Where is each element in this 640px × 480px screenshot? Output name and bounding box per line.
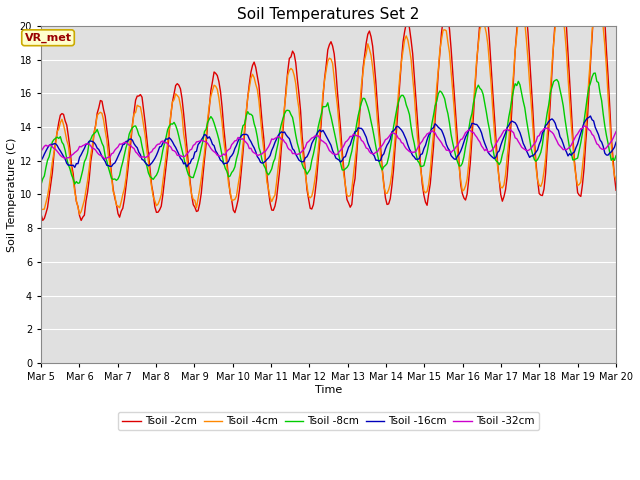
Tsoil -4cm	[239, 142, 247, 148]
Tsoil -8cm	[289, 115, 296, 120]
Tsoil -8cm	[612, 153, 620, 158]
Tsoil -2cm	[291, 51, 298, 57]
Tsoil -2cm	[612, 187, 620, 193]
Tsoil -4cm	[582, 127, 589, 133]
Tsoil -16cm	[291, 147, 298, 153]
Line: Tsoil -32cm: Tsoil -32cm	[41, 126, 616, 159]
Tsoil -16cm	[587, 113, 595, 119]
Y-axis label: Soil Temperature (C): Soil Temperature (C)	[7, 137, 17, 252]
Line: Tsoil -4cm: Tsoil -4cm	[41, 0, 616, 214]
Tsoil -2cm	[109, 187, 117, 192]
Tsoil -32cm	[101, 156, 109, 162]
Tsoil -8cm	[237, 131, 245, 137]
Tsoil -32cm	[109, 150, 117, 156]
Line: Tsoil -16cm: Tsoil -16cm	[41, 116, 616, 168]
Tsoil -32cm	[580, 123, 588, 129]
Tsoil -4cm	[612, 177, 620, 183]
Tsoil -8cm	[580, 118, 588, 124]
Tsoil -2cm	[230, 207, 237, 213]
Tsoil -32cm	[230, 140, 237, 146]
Tsoil -4cm	[211, 83, 218, 88]
Tsoil -32cm	[584, 125, 591, 131]
Text: VR_met: VR_met	[24, 33, 72, 43]
Tsoil -8cm	[228, 169, 236, 175]
Tsoil -32cm	[239, 136, 247, 142]
Tsoil -4cm	[76, 211, 83, 217]
X-axis label: Time: Time	[315, 385, 342, 395]
Tsoil -8cm	[591, 70, 599, 76]
Tsoil -4cm	[37, 207, 45, 213]
Tsoil -8cm	[108, 176, 115, 181]
Tsoil -4cm	[109, 189, 117, 194]
Line: Tsoil -8cm: Tsoil -8cm	[41, 73, 616, 184]
Tsoil -8cm	[37, 181, 45, 187]
Tsoil -16cm	[612, 139, 620, 145]
Tsoil -2cm	[77, 217, 85, 223]
Tsoil -2cm	[211, 69, 218, 75]
Legend: Tsoil -2cm, Tsoil -4cm, Tsoil -8cm, Tsoil -16cm, Tsoil -32cm: Tsoil -2cm, Tsoil -4cm, Tsoil -8cm, Tsoi…	[118, 412, 539, 431]
Tsoil -8cm	[209, 116, 216, 121]
Tsoil -16cm	[582, 118, 589, 123]
Tsoil -32cm	[211, 149, 218, 155]
Tsoil -16cm	[230, 150, 237, 156]
Tsoil -32cm	[612, 129, 620, 134]
Title: Soil Temperatures Set 2: Soil Temperatures Set 2	[237, 7, 420, 22]
Line: Tsoil -2cm: Tsoil -2cm	[41, 0, 616, 220]
Tsoil -4cm	[291, 72, 298, 78]
Tsoil -4cm	[230, 197, 237, 203]
Tsoil -2cm	[37, 212, 45, 217]
Tsoil -32cm	[37, 148, 45, 154]
Tsoil -2cm	[239, 150, 247, 156]
Tsoil -16cm	[37, 157, 45, 163]
Tsoil -2cm	[582, 141, 589, 147]
Tsoil -16cm	[239, 132, 247, 137]
Tsoil -32cm	[291, 151, 298, 156]
Tsoil -16cm	[109, 161, 117, 167]
Tsoil -16cm	[71, 165, 79, 170]
Tsoil -16cm	[211, 143, 218, 149]
